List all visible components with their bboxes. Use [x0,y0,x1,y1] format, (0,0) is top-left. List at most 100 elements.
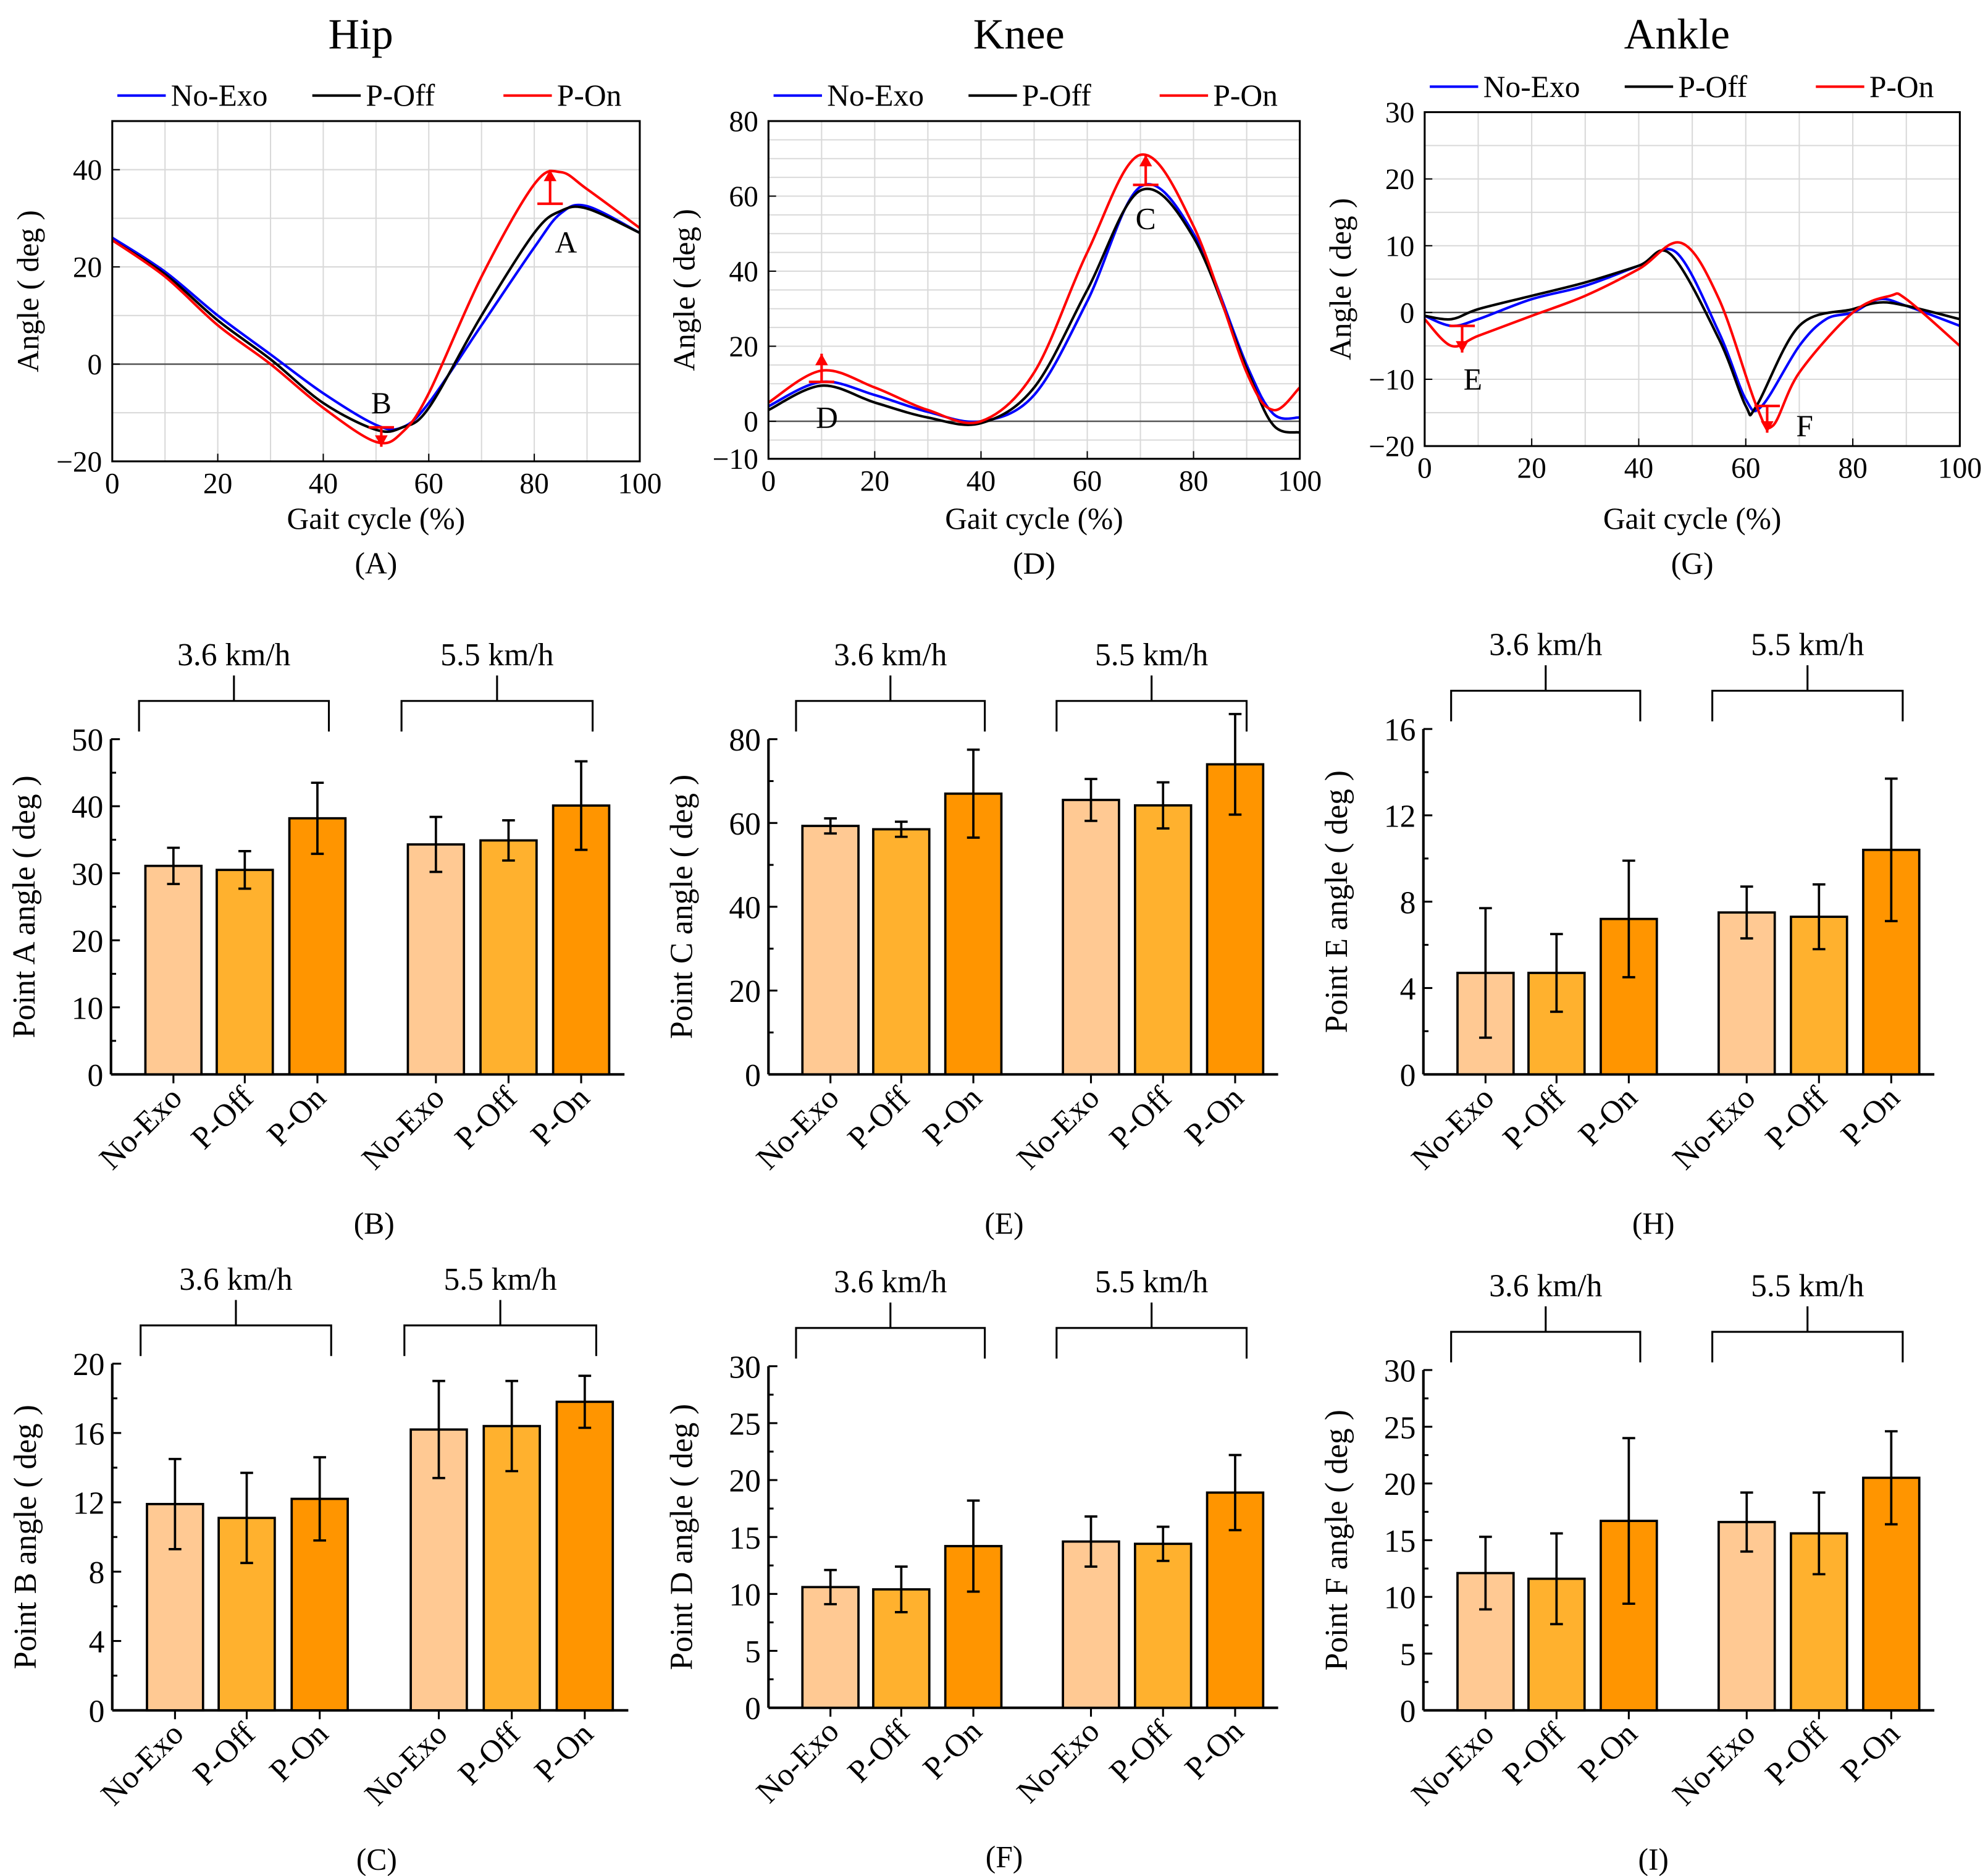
x-tick-label: No-Exo [750,1714,846,1810]
x-tick-label: 100 [618,468,661,500]
bar-p-off [482,1424,541,1712]
bar-p-on [288,817,347,1076]
y-tick-label: 60 [729,807,761,842]
group-label: 3.6 km/h [1489,1268,1603,1303]
annotation-label: C [1136,201,1156,235]
panel-label: (G) [1671,546,1714,580]
y-tick-label: 0 [88,349,103,381]
x-tick-label: P-Off [1103,1080,1179,1156]
y-tick-label: 0 [744,406,758,439]
arrowhead-icon [375,435,388,447]
y-tick-label: 50 [72,723,104,758]
x-tick-label: P-On [1178,1080,1251,1153]
y-tick-label: −20 [1369,431,1414,463]
y-tick-label: 8 [1400,885,1416,920]
chart-title: Knee [973,10,1065,58]
y-tick-label: 30 [729,1350,761,1385]
group-bracket [400,675,594,732]
x-axis-label: Gait cycle (%) [945,502,1123,536]
x-tick-label: 0 [761,465,776,497]
panel-label: (E) [984,1206,1023,1240]
legend-label: P-On [557,78,622,112]
bar-p-on [555,1400,614,1712]
x-axis-label: Gait cycle (%) [1603,502,1782,536]
x-tick-label: No-Exo [1666,1716,1763,1812]
x-tick-label: P-Off [185,1080,261,1156]
x-tick-label: P-On [1178,1714,1251,1786]
group-bracket [1055,675,1248,732]
x-tick-label: 40 [309,468,338,500]
y-tick-label: 10 [1384,1581,1416,1616]
group-label: 5.5 km/h [1095,637,1209,673]
x-tick-label: 0 [105,468,120,500]
annotation-label: E [1464,363,1482,397]
y-tick-label: 16 [1384,713,1416,748]
y-axis-label: Point F angle ( deg ) [1319,1410,1354,1670]
group-bracket [403,1300,597,1357]
y-tick-label: 40 [729,256,758,288]
legend-label: P-Off [1678,70,1747,104]
y-tick-label: 40 [729,891,761,926]
y-tick-label: 4 [89,1625,105,1660]
y-axis-label: Point B angle ( deg ) [8,1405,43,1669]
y-axis-label: Point D angle ( deg ) [665,1404,700,1670]
panel-label: (F) [986,1840,1023,1874]
x-tick-label: P-Off [448,1080,524,1156]
x-tick-label: P-Off [1759,1716,1835,1792]
y-tick-label: 10 [729,1578,761,1613]
x-tick-label: 100 [1278,465,1322,497]
x-tick-label: 60 [1731,453,1760,485]
legend-label: P-Off [1022,78,1091,112]
legend-label: P-On [1869,70,1934,104]
y-tick-label: 30 [72,857,104,892]
x-tick-label: 20 [1517,453,1546,485]
x-tick-label: P-On [528,1716,600,1788]
y-tick-label: 0 [1400,1694,1416,1729]
group-label: 5.5 km/h [440,637,554,673]
annotation-label: D [816,400,838,434]
x-tick-label: 80 [1838,453,1867,485]
x-tick-label: P-Off [1759,1080,1835,1156]
legend-label: P-On [1213,78,1278,112]
y-axis-label: Angle ( deg ) [1323,198,1357,361]
x-tick-label: No-Exo [1666,1080,1763,1177]
x-tick-label: P-On [524,1080,597,1153]
y-tick-label: 0 [1400,297,1415,329]
series-line-p-off [768,187,1300,434]
series-line-p-off [1424,249,1960,417]
bar-p-off [1133,804,1193,1076]
y-tick-label: 60 [729,181,758,213]
y-tick-label: 10 [1385,230,1414,263]
x-tick-label: 60 [1073,465,1102,497]
y-tick-label: 15 [729,1521,761,1556]
x-tick-label: 80 [1179,465,1208,497]
arrowhead-icon [543,169,557,182]
legend-label: No-Exo [171,78,268,112]
x-tick-label: P-Off [841,1714,917,1790]
bar-p-off [1133,1542,1193,1709]
bar-no-exo [406,843,466,1076]
group-bracket [1450,1306,1642,1363]
y-tick-label: 10 [72,991,104,1026]
legend-label: No-Exo [1483,70,1580,104]
chart-g: Ankle 0 20 40 60 80 100 −20 −10 0 10 20 30 Gait cycle… [1323,10,1982,580]
legend-label: P-Off [366,78,435,112]
y-tick-label: 16 [73,1416,105,1452]
group-label: 5.5 km/h [1751,1268,1864,1303]
series-line-p-on [768,153,1300,424]
x-tick-label: P-Off [841,1080,917,1156]
arrowhead-icon [1139,154,1152,167]
group-bracket [140,1300,332,1357]
x-tick-label: No-Exo [358,1716,455,1812]
y-tick-label: 25 [1384,1410,1416,1445]
y-tick-label: 20 [729,974,761,1009]
x-tick-label: No-Exo [1405,1080,1501,1177]
y-tick-label: 0 [89,1694,105,1729]
panel-label: (B) [354,1206,395,1240]
group-bracket [1711,665,1904,721]
group-bracket [1711,1306,1904,1363]
bar-p-off [479,839,538,1076]
